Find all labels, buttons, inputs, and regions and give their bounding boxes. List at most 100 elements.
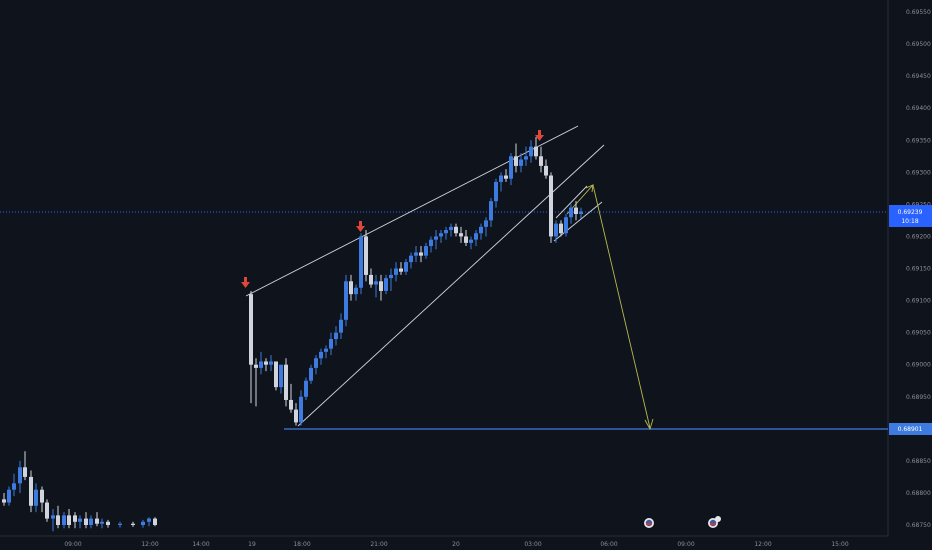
candles: [2, 137, 583, 532]
target-price-tag: 0.68901: [889, 423, 932, 435]
candle-body: [254, 364, 258, 368]
upper-wedge-line[interactable]: [245, 125, 579, 297]
candle-body: [349, 281, 353, 295]
channel-upper-line[interactable]: [555, 185, 588, 219]
down-arrow-icon: [241, 277, 250, 288]
candle-body: [319, 351, 323, 359]
svg-text:0.68901: 0.68901: [898, 426, 923, 433]
time-tick-label: 15:00: [831, 541, 848, 548]
price-tick-label: 0.68950: [906, 394, 931, 401]
time-tick-label: 21:00: [370, 541, 387, 548]
price-tick-label: 0.69550: [906, 9, 931, 16]
price-tick-label: 0.69450: [906, 73, 931, 80]
down-arrow-icon: [535, 130, 544, 141]
candle-body: [539, 156, 543, 166]
candle-body: [294, 409, 298, 423]
candle-body: [2, 499, 6, 503]
time-tick-label: 19: [248, 541, 256, 548]
candle-body: [374, 281, 378, 285]
svg-text:0.69239: 0.69239: [898, 209, 923, 216]
price-tick-label: 0.69250: [906, 201, 931, 208]
candle-body: [51, 515, 55, 519]
candle-body: [84, 518, 88, 525]
candle-body: [579, 211, 583, 214]
candle-body: [509, 156, 513, 179]
projection-head-top: [585, 184, 594, 193]
candle-body: [359, 236, 363, 288]
candle-body: [67, 515, 71, 525]
candle-body: [12, 483, 16, 490]
candle-body: [544, 165, 548, 176]
candle-body: [269, 361, 273, 365]
price-tick-label: 0.69350: [906, 137, 931, 144]
candle-body: [334, 332, 338, 340]
candle-body: [444, 230, 448, 234]
price-tick-label: 0.68750: [906, 522, 931, 529]
candle-body: [439, 233, 443, 237]
candle-body: [454, 226, 458, 234]
candle-body: [314, 358, 318, 368]
time-tick-label: 20: [452, 541, 460, 548]
candle-body: [56, 515, 60, 525]
candle-body: [78, 518, 82, 522]
candle-body: [384, 278, 388, 291]
candle-body: [106, 521, 110, 525]
candle-body: [89, 518, 93, 525]
channel-lower-line[interactable]: [553, 201, 603, 242]
candle-body: [324, 348, 328, 352]
candle-body: [379, 281, 383, 291]
candle-body: [479, 226, 483, 234]
candle-body: [424, 246, 428, 256]
candle-body: [459, 233, 463, 237]
candle-body: [45, 502, 49, 519]
price-tick-label: 0.68800: [906, 490, 931, 497]
candle-body: [419, 252, 423, 256]
price-tick-label: 0.69200: [906, 233, 931, 240]
candle-body: [429, 239, 433, 247]
candle-body: [569, 207, 573, 218]
candle-body: [524, 156, 528, 160]
candle-body: [404, 262, 408, 272]
candle-body: [34, 489, 38, 506]
price-tick-label: 0.68850: [906, 458, 931, 465]
candle-body: [449, 226, 453, 231]
candle-body: [131, 523, 135, 525]
price-tick-label: 0.69150: [906, 266, 931, 273]
candle-body: [147, 518, 151, 522]
candle-body: [279, 364, 283, 388]
candle-body: [118, 523, 122, 525]
candle-body: [559, 223, 563, 234]
candle-body: [474, 233, 478, 240]
candle-body: [434, 236, 438, 240]
candle-body: [284, 364, 288, 400]
candle-body: [504, 175, 508, 179]
candle-body: [519, 159, 523, 166]
candle-body: [73, 515, 77, 522]
candle-body: [529, 146, 533, 157]
candle-body: [299, 396, 303, 423]
candle-body: [354, 287, 358, 295]
candle-body: [499, 175, 503, 182]
price-tick-label: 0.69100: [906, 298, 931, 305]
time-tick-label: 09:00: [677, 541, 694, 548]
candle-body: [153, 518, 157, 525]
candle-body: [514, 156, 518, 166]
candle-body: [389, 274, 393, 279]
candle-body: [289, 399, 293, 410]
candle-body: [259, 361, 263, 368]
candle-body: [494, 181, 498, 202]
candle-body: [329, 339, 333, 349]
price-tick-label: 0.69400: [906, 105, 931, 112]
time-tick-label: 12:00: [141, 541, 158, 548]
candle-body: [464, 236, 468, 243]
candle-body: [549, 175, 553, 237]
candle-body: [62, 515, 66, 525]
candle-body: [344, 281, 348, 320]
candle-body: [364, 236, 368, 275]
candle-body: [29, 476, 33, 506]
flag-icon[interactable]: [708, 516, 721, 528]
flag-icon[interactable]: [644, 518, 654, 528]
candle-body: [309, 367, 313, 381]
